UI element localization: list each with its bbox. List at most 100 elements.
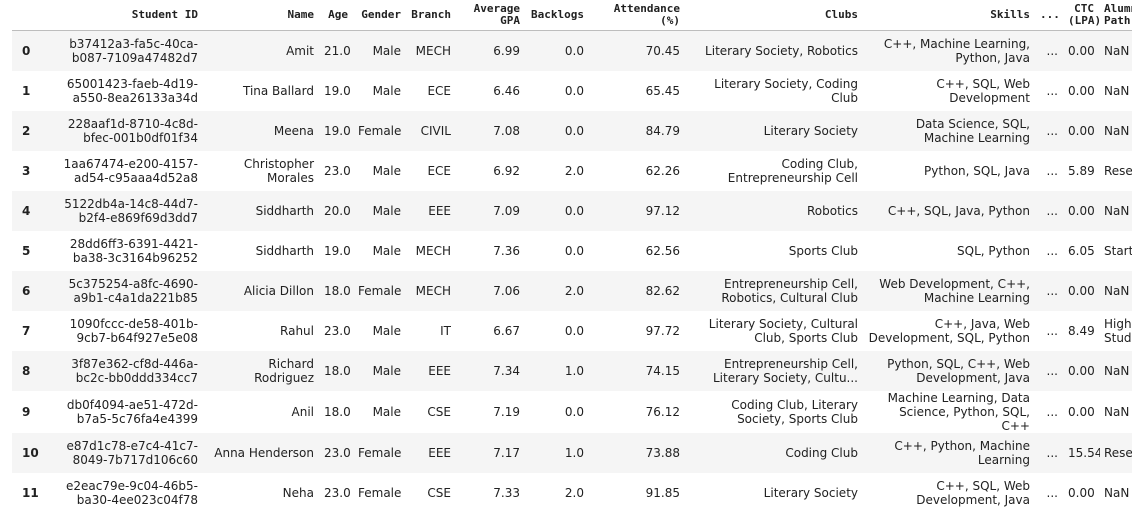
table-row: 6 5c375254-a8fc-4690-a9b1-c4a1da221b85 Ali… bbox=[12, 270, 1132, 311]
table-cell: Siddharth bbox=[255, 203, 314, 218]
column-header-label: CTC bbox=[1074, 2, 1094, 15]
table-cell: Alicia Dillon bbox=[243, 283, 314, 298]
table-cell: Coding Club bbox=[785, 445, 858, 460]
table-cell: Web Development, C++, Machine Learning bbox=[879, 276, 1030, 305]
table-cell: Male bbox=[372, 43, 401, 58]
column-header-label: Age bbox=[328, 8, 348, 21]
ellipsis-cell: ... bbox=[1046, 404, 1058, 419]
table-cell: 84.79 bbox=[645, 123, 680, 138]
table-cell: 0.0 bbox=[564, 83, 584, 98]
ellipsis-cell: ... bbox=[1046, 445, 1058, 460]
table-cell: 2.0 bbox=[564, 283, 584, 298]
table-cell: Entrepreneurship Cell, Literary Society,… bbox=[712, 356, 858, 385]
table-cell: C++, SQL, Java, Python bbox=[887, 203, 1030, 218]
table-row: 3 1aa67474-e200-4157-ad54-c95aaa4d52a8 Chr… bbox=[12, 150, 1132, 191]
table-cell: Female bbox=[358, 283, 402, 298]
table-cell: Python, SQL, C++, Web Development, Java bbox=[887, 356, 1030, 385]
table-cell: 28dd6ff3-6391-4421-ba38-3c3164b96252 bbox=[69, 236, 198, 265]
table-cell: EEE bbox=[428, 203, 451, 218]
table-cell: Coding Club, Literary Society, Sports Cl… bbox=[731, 397, 858, 426]
table-cell: NaN bbox=[1104, 83, 1130, 98]
column-header: ... bbox=[1036, 0, 1064, 31]
table-cell: Literary Society, Coding Club bbox=[714, 76, 858, 105]
column-header-label: (LPA) bbox=[1068, 14, 1100, 27]
table-cell: Richard Rodriguez bbox=[254, 356, 314, 385]
table-cell: Male bbox=[372, 243, 401, 258]
table-row: 11 e2eac79e-9c04-46b5-ba30-4ee023c04f78 Ne… bbox=[12, 472, 1132, 513]
table-cell: Literary Society, Cultural Club, Sports … bbox=[708, 316, 858, 345]
table-cell: Female bbox=[358, 445, 402, 460]
table-cell: Startup bbox=[1104, 243, 1132, 258]
row-index: 2 bbox=[22, 123, 31, 138]
ellipsis-cell: ... bbox=[1046, 363, 1058, 378]
table-cell: db0f4094-ae51-472d-b7a5-5c76fa4e4399 bbox=[66, 397, 198, 426]
table-row: 2 228aaf1d-8710-4c8d-bfec-001b0df01f34 Mee… bbox=[12, 110, 1132, 151]
table-cell: NaN bbox=[1104, 283, 1130, 298]
table-cell: 0.00 bbox=[1068, 363, 1095, 378]
table-cell: 91.85 bbox=[645, 485, 680, 500]
table-cell: MECH bbox=[415, 283, 451, 298]
ellipsis-cell: ... bbox=[1046, 203, 1058, 218]
row-index: 3 bbox=[22, 163, 31, 178]
table-cell: Male bbox=[372, 163, 401, 178]
column-header: Gender bbox=[354, 0, 407, 31]
table-cell: 1aa67474-e200-4157-ad54-c95aaa4d52a8 bbox=[63, 156, 198, 185]
table-cell: NaN bbox=[1104, 485, 1130, 500]
table-cell: 3f87e362-cf8d-446a-bc2c-bb0ddd334cc7 bbox=[71, 356, 198, 385]
column-header-label: Alumni bbox=[1104, 2, 1132, 15]
table-cell: 23.0 bbox=[324, 445, 351, 460]
table-row: 4 5122db4a-14c8-44d7-b2f4-e869f69d3dd7 Sid… bbox=[12, 190, 1132, 231]
table-cell: 18.0 bbox=[324, 363, 351, 378]
table-cell: 62.26 bbox=[645, 163, 680, 178]
column-header-label: GPA bbox=[500, 14, 520, 27]
table-cell: 65.45 bbox=[645, 83, 680, 98]
table-cell: 6.92 bbox=[493, 163, 520, 178]
table-cell: 18.0 bbox=[324, 404, 351, 419]
table-cell: CIVIL bbox=[420, 123, 451, 138]
row-index: 5 bbox=[22, 243, 31, 258]
table-cell: Male bbox=[372, 203, 401, 218]
table-cell: 19.0 bbox=[324, 83, 351, 98]
row-index: 1 bbox=[22, 83, 31, 98]
table-cell: Data Science, SQL, Machine Learning bbox=[915, 116, 1030, 145]
ellipsis-cell: ... bbox=[1046, 323, 1058, 338]
table-cell: 7.34 bbox=[493, 363, 520, 378]
table-cell: IT bbox=[440, 323, 451, 338]
table-row: 9 db0f4094-ae51-472d-b7a5-5c76fa4e4399 Ani… bbox=[12, 390, 1132, 433]
column-header: Branch bbox=[407, 0, 457, 31]
table-cell: EEE bbox=[428, 445, 451, 460]
table-cell: Neha bbox=[282, 485, 314, 500]
table-row: 10 e87d1c78-e7c4-41c7-8049-7b717d106c60 An… bbox=[12, 432, 1132, 473]
column-header: Name bbox=[204, 0, 320, 31]
table-cell: 1.0 bbox=[564, 363, 584, 378]
table-cell: NaN bbox=[1104, 123, 1130, 138]
table-cell: 0.00 bbox=[1068, 485, 1095, 500]
table-cell: Higher Studies bbox=[1104, 316, 1132, 345]
table-cell: 7.08 bbox=[493, 123, 520, 138]
table-cell: Meena bbox=[273, 123, 314, 138]
table-cell: b37412a3-fa5c-40ca-b087-7109a47482d7 bbox=[69, 36, 198, 65]
table-cell: 2.0 bbox=[564, 163, 584, 178]
index-header bbox=[12, 0, 40, 31]
table-cell: 228aaf1d-8710-4c8d-bfec-001b0df01f34 bbox=[67, 116, 198, 145]
table-cell: 70.45 bbox=[645, 43, 680, 58]
table-cell: 82.62 bbox=[645, 283, 680, 298]
table-cell: 74.15 bbox=[645, 363, 680, 378]
table-cell: Robotics bbox=[807, 203, 858, 218]
table-cell: 1090fccc-de58-401b-9cb7-b64f927e5e08 bbox=[69, 316, 198, 345]
table-cell: 97.72 bbox=[645, 323, 680, 338]
column-header-label: Backlogs bbox=[531, 8, 584, 21]
table-cell: 23.0 bbox=[324, 485, 351, 500]
column-header-label: Attendance bbox=[613, 2, 680, 15]
table-row: 5 28dd6ff3-6391-4421-ba38-3c3164b96252 Sid… bbox=[12, 230, 1132, 271]
table-cell: 7.09 bbox=[493, 203, 520, 218]
ellipsis-cell: ... bbox=[1046, 283, 1058, 298]
table-cell: 0.0 bbox=[564, 203, 584, 218]
table-header: Student ID Name Age Gender Branch Average GPA B… bbox=[12, 0, 1132, 31]
column-header: Age bbox=[320, 0, 354, 31]
table-cell: Literary Society, Robotics bbox=[705, 43, 858, 58]
column-header: Attendance (%) bbox=[590, 0, 686, 31]
table-cell: C++, Machine Learning, Python, Java bbox=[883, 36, 1030, 65]
table-cell: 1.0 bbox=[564, 445, 584, 460]
table-cell: Machine Learning, Data Science, Python, … bbox=[887, 390, 1030, 433]
